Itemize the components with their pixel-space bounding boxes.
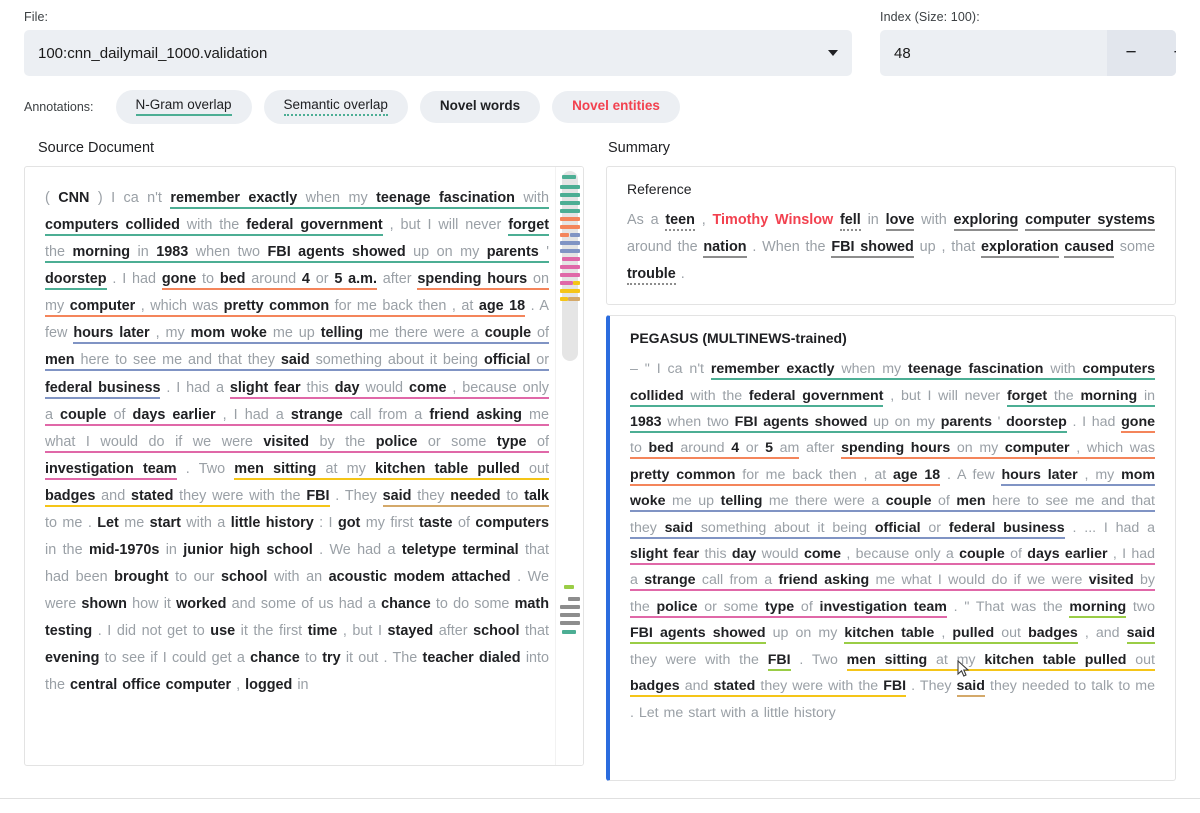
summary-panel: Summary Reference As a teen , Timothy Wi… bbox=[606, 134, 1176, 791]
index-increment-button[interactable]: + bbox=[1155, 30, 1176, 76]
model-summary-heading: PEGASUS (MULTINEWS-trained) bbox=[630, 330, 847, 347]
minimap-mark bbox=[560, 265, 580, 269]
annotations-label: Annotations: bbox=[24, 100, 94, 114]
minimap-mark bbox=[560, 289, 580, 293]
chip-ngram-overlap-label: N-Gram overlap bbox=[135, 97, 232, 116]
source-document-card: ( CNN ) I ca n't remember exactly when m… bbox=[24, 166, 584, 766]
annotations-toolbar: Annotations: N-Gram overlap Semantic ove… bbox=[0, 76, 1200, 134]
minimap-mark bbox=[573, 281, 580, 285]
model-summary-text: – " I ca n't remember exactly when my te… bbox=[630, 361, 1156, 721]
file-field-block: File: 100:cnn_dailymail_1000.validation bbox=[24, 10, 852, 76]
source-document-panel: Source Document ( CNN ) I ca n't remembe… bbox=[24, 134, 584, 791]
chip-novel-entities-label: Novel entities bbox=[572, 98, 660, 113]
reference-summary-heading: Reference bbox=[627, 181, 692, 197]
chevron-down-icon bbox=[828, 50, 838, 56]
chip-novel-words-label: Novel words bbox=[439, 98, 521, 113]
minimap-mark bbox=[562, 257, 580, 261]
panels-container: Source Document ( CNN ) I ca n't remembe… bbox=[0, 134, 1200, 791]
minimap-mark bbox=[562, 630, 576, 634]
chip-novel-words[interactable]: Novel words bbox=[419, 91, 541, 123]
source-document-title: Source Document bbox=[38, 140, 155, 156]
file-label: File: bbox=[24, 10, 49, 24]
file-select[interactable]: 100:cnn_dailymail_1000.validation bbox=[24, 30, 852, 76]
minimap-mark bbox=[562, 175, 576, 179]
minimap-mark bbox=[568, 597, 580, 601]
minimap-mark bbox=[560, 297, 568, 301]
minimap-mark bbox=[570, 233, 580, 237]
index-label: Index (Size: 100): bbox=[880, 10, 980, 24]
minimap-mark bbox=[560, 249, 580, 253]
minimap-mark bbox=[560, 193, 580, 197]
index-stepper: − + bbox=[880, 30, 1176, 76]
minimap-mark bbox=[560, 613, 580, 617]
minimap-mark bbox=[560, 621, 580, 625]
minimap-mark bbox=[560, 201, 580, 205]
minimap-mark bbox=[560, 273, 580, 277]
source-document-body[interactable]: ( CNN ) I ca n't remember exactly when m… bbox=[25, 167, 583, 765]
minimap-mark bbox=[564, 585, 574, 589]
reference-summary-text: As a teen , Timothy Winslow fell in love… bbox=[627, 207, 1156, 288]
model-summary-card: PEGASUS (MULTINEWS-trained) – " I ca n't… bbox=[606, 315, 1176, 782]
chip-ngram-overlap[interactable]: N-Gram overlap bbox=[115, 90, 252, 124]
index-input[interactable] bbox=[880, 30, 1107, 76]
index-field-block: Index (Size: 100): − + bbox=[880, 10, 1176, 76]
minimap-mark bbox=[560, 225, 580, 229]
file-select-value: 100:cnn_dailymail_1000.validation bbox=[38, 44, 268, 62]
index-decrement-button[interactable]: − bbox=[1107, 30, 1155, 76]
chip-semantic-overlap[interactable]: Semantic overlap bbox=[263, 90, 408, 124]
footer-divider bbox=[0, 798, 1200, 799]
minimap-mark bbox=[560, 233, 569, 237]
chip-novel-entities[interactable]: Novel entities bbox=[552, 91, 680, 123]
reference-summary-card: Reference As a teen , Timothy Winslow fe… bbox=[606, 166, 1176, 306]
summary-title: Summary bbox=[608, 140, 671, 156]
minimap-mark bbox=[568, 297, 580, 301]
minimap-mark bbox=[560, 217, 580, 221]
minimap-mark bbox=[560, 605, 580, 609]
source-minimap-scrollbar[interactable] bbox=[555, 167, 583, 765]
minimap-mark bbox=[560, 281, 573, 285]
minimap-mark bbox=[560, 209, 580, 213]
source-document-text: ( CNN ) I ca n't remember exactly when m… bbox=[45, 190, 550, 694]
stepper-buttons: − + bbox=[1107, 30, 1176, 76]
chip-semantic-overlap-label: Semantic overlap bbox=[283, 97, 388, 116]
minimap-mark bbox=[560, 185, 580, 189]
minimap-mark bbox=[560, 241, 580, 245]
top-controls: File: 100:cnn_dailymail_1000.validation … bbox=[0, 0, 1200, 76]
